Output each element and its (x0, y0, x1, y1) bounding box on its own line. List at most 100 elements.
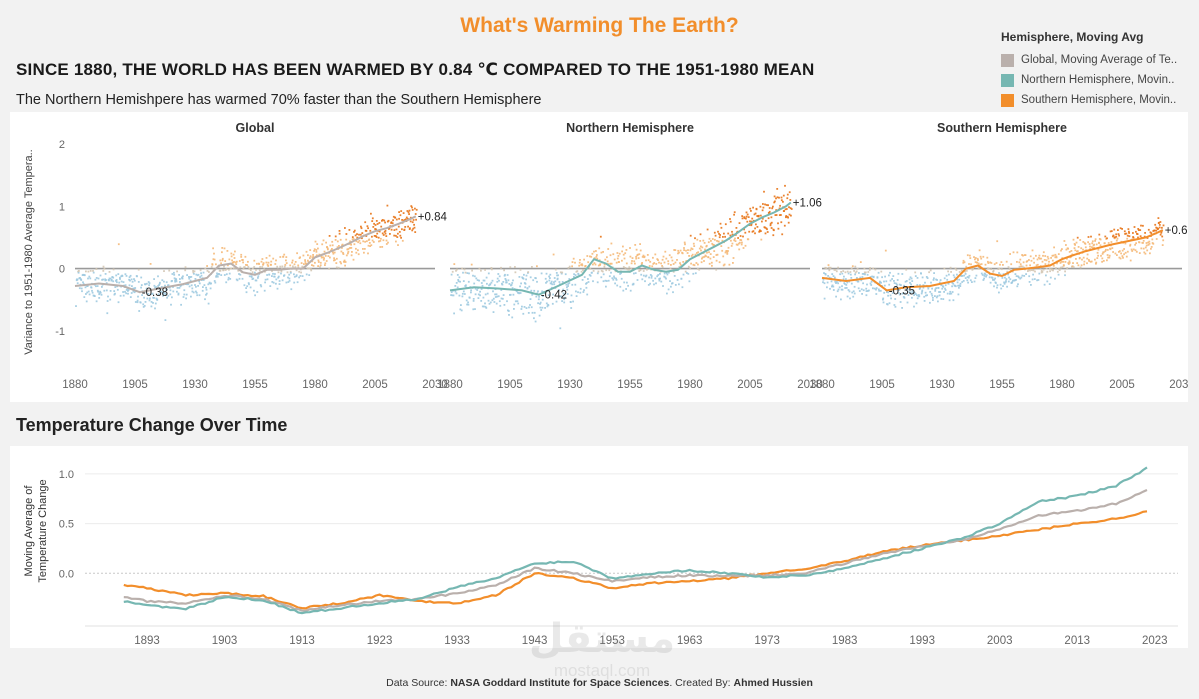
data-point (989, 261, 992, 264)
data-point (1058, 269, 1061, 271)
x-tick-label: 2003 (987, 635, 1013, 647)
data-point (322, 256, 324, 259)
data-point (904, 292, 906, 295)
data-point (463, 293, 466, 295)
data-point (618, 252, 621, 255)
data-point (338, 232, 341, 235)
data-point (879, 289, 882, 292)
data-point (1044, 263, 1047, 265)
data-point (107, 295, 109, 298)
data-point (459, 308, 462, 311)
legend-item-southern[interactable]: Southern Hemisphere, Movin.. (1001, 90, 1197, 110)
data-point (555, 272, 558, 274)
legend[interactable]: Hemisphere, Moving Avg Global, Moving Av… (1001, 30, 1197, 110)
data-point (764, 219, 767, 222)
data-point (1004, 281, 1007, 284)
data-point (231, 259, 233, 262)
scatter-chart[interactable]: Variance to 1951-1980 Average Tempera.. -… (10, 112, 1195, 402)
data-point (312, 264, 315, 267)
data-point (221, 259, 224, 262)
data-point (1027, 268, 1030, 271)
data-point (639, 243, 641, 245)
data-point (983, 277, 985, 280)
data-point (837, 266, 839, 269)
legend-item-global[interactable]: Global, Moving Average of Te.. (1001, 50, 1197, 70)
data-point (94, 278, 97, 281)
data-point (285, 259, 287, 262)
data-point (617, 255, 620, 257)
data-point (482, 279, 485, 282)
data-point (722, 236, 724, 238)
data-point (511, 316, 514, 319)
data-point (496, 280, 499, 283)
data-point (835, 282, 837, 284)
data-point (1124, 242, 1127, 245)
legend-item-northern[interactable]: Northern Hemisphere, Movin.. (1001, 70, 1197, 90)
data-point (1022, 254, 1024, 257)
data-point (678, 266, 681, 268)
data-point (770, 216, 773, 219)
data-point (402, 219, 405, 222)
data-point (781, 233, 784, 236)
data-point (1016, 261, 1018, 263)
data-point (974, 261, 977, 263)
data-point (558, 289, 560, 291)
data-point (248, 283, 250, 286)
data-point (973, 256, 975, 258)
data-point (573, 276, 575, 278)
data-point (652, 279, 654, 282)
data-point (1101, 260, 1103, 263)
data-point (176, 287, 179, 289)
data-point (480, 282, 483, 284)
data-point (129, 274, 132, 277)
data-point (480, 269, 482, 272)
x-tick-label: 1905 (869, 379, 895, 391)
data-point (734, 237, 736, 240)
data-point (286, 271, 289, 274)
data-point (586, 255, 589, 257)
data-point (583, 276, 586, 278)
data-point (594, 263, 597, 266)
data-point (708, 237, 711, 240)
data-point (198, 282, 201, 285)
data-point (230, 255, 233, 258)
data-point (1026, 260, 1029, 262)
data-point (192, 291, 195, 294)
data-point (133, 287, 135, 290)
data-point (698, 247, 701, 250)
data-point (717, 240, 720, 243)
data-point (788, 213, 791, 216)
x-tick-label: 2023 (1142, 635, 1168, 647)
data-point (659, 277, 661, 280)
data-point (669, 280, 671, 282)
data-point (605, 269, 608, 272)
data-point (160, 286, 163, 288)
data-point (539, 306, 542, 309)
data-point (345, 254, 348, 257)
data-point (615, 261, 618, 264)
x-tick-label: 1880 (437, 379, 463, 391)
data-point (642, 254, 645, 257)
data-point (866, 283, 868, 286)
data-point (1097, 254, 1099, 257)
data-point (1061, 248, 1063, 250)
data-point (1021, 274, 1024, 277)
data-point (207, 302, 210, 305)
data-point (268, 254, 271, 257)
data-point (387, 219, 390, 222)
y-tick-label: 0 (59, 264, 65, 276)
data-point (367, 244, 370, 247)
data-point (761, 217, 764, 220)
data-point (189, 279, 192, 282)
data-point (1125, 232, 1128, 235)
data-point (199, 276, 201, 278)
data-point (1117, 229, 1119, 231)
data-point (1067, 263, 1070, 265)
data-point (1000, 268, 1003, 271)
data-point (85, 293, 87, 295)
data-point (1060, 260, 1063, 263)
data-point (259, 284, 262, 286)
data-point (1121, 249, 1124, 252)
data-point (587, 278, 589, 280)
line-chart[interactable]: Moving Average of Temperature Change 0.00.… (10, 446, 1188, 648)
